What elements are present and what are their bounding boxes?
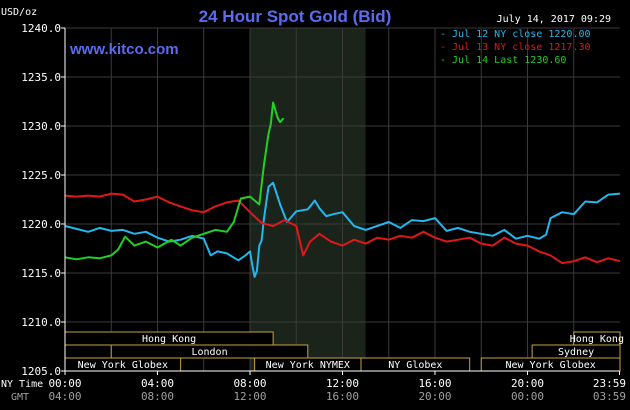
axis-title-gmt: GMT — [11, 392, 29, 403]
x-axis-ticks: 00:0004:0004:0008:0008:0012:0012:0016:00… — [48, 371, 626, 403]
y-tick-label: 1235.0 — [21, 71, 61, 84]
x-tick-label-gmt: 00:00 — [511, 390, 544, 403]
brand-url[interactable]: www.kitco.com — [69, 41, 179, 58]
y-tick-label: 1225.0 — [21, 169, 61, 182]
x-tick-label: 12:00 — [326, 377, 359, 390]
x-tick-label-gmt: 04:00 — [48, 390, 81, 403]
unit-label: USD/oz — [1, 7, 37, 18]
x-tick-label: 16:00 — [418, 377, 451, 390]
x-tick-label-gmt: 08:00 — [141, 390, 174, 403]
timestamp: July 14, 2017 09:29 — [497, 14, 611, 25]
y-tick-label: 1205.0 — [21, 365, 61, 378]
legend: - Jul 12 NY close 1220.00 - Jul 13 NY clo… — [440, 29, 591, 66]
y-tick-label: 1230.0 — [21, 120, 61, 133]
market-label: Hong Kong — [570, 334, 624, 345]
market-sessions: Hong Kong Hong Kong London Sydney New York G… — [64, 331, 624, 372]
market-label: New York Globex — [78, 360, 168, 371]
session-highlight-band — [250, 28, 366, 371]
market-label: London — [191, 347, 227, 358]
market-label: New York Globex — [505, 360, 595, 371]
legend-entry: - Jul 12 NY close 1220.00 — [440, 29, 591, 40]
x-tick-label: 23:59 — [593, 377, 626, 390]
price-series — [64, 101, 621, 278]
x-tick-label-gmt: 12:00 — [233, 390, 266, 403]
x-tick-label: 04:00 — [141, 377, 174, 390]
market-label: New York NYMEX — [266, 360, 350, 371]
series-line-2 — [64, 192, 621, 265]
x-tick-label: 00:00 — [48, 377, 81, 390]
market-label: Hong Kong — [142, 334, 196, 345]
x-tick-label-gmt: 16:00 — [326, 390, 359, 403]
y-tick-label: 1220.0 — [21, 218, 61, 231]
market-label: Sydney — [558, 347, 594, 358]
x-tick-label-gmt: 03:59 — [593, 390, 626, 403]
x-tick-label: 20:00 — [511, 377, 544, 390]
y-tick-label: 1210.0 — [21, 316, 61, 329]
y-tick-label: 1215.0 — [21, 267, 61, 280]
legend-entry: - Jul 13 NY close 1217.30 — [440, 42, 591, 53]
x-tick-label-gmt: 20:00 — [418, 390, 451, 403]
market-label: NY Globex — [388, 360, 442, 371]
y-tick-label: 1240.0 — [21, 22, 61, 35]
legend-entry: - Jul 14 Last 1230.60 — [440, 55, 566, 66]
y-axis-ticks: 1205.0 1210.0 1215.0 1220.0 1225.0 1230.0 1235… — [21, 22, 65, 378]
grid-lines — [65, 27, 620, 372]
series-line-1 — [64, 181, 621, 278]
x-tick-label: 08:00 — [233, 377, 266, 390]
chart-title: 24 Hour Spot Gold (Bid) — [199, 7, 392, 26]
market-box — [110, 344, 309, 359]
series-line-3 — [64, 101, 285, 261]
axis-title-ny-time: NY Time — [1, 379, 43, 390]
